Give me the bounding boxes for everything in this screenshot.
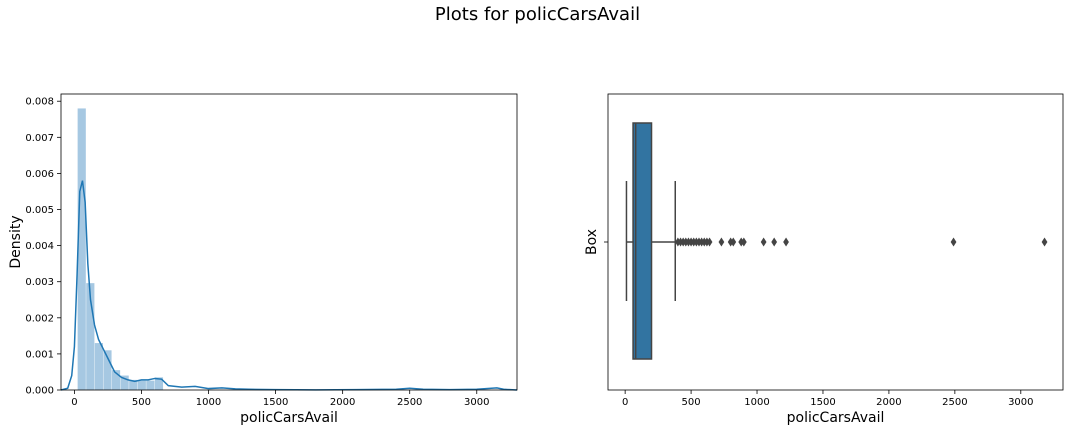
x-tick-label: 500 (132, 397, 151, 408)
x-axis-label: policCarsAvail (240, 410, 338, 426)
y-tick-label: 0.006 (25, 169, 54, 180)
y-axis-label: Box (584, 229, 600, 255)
y-tick-label: 0.004 (25, 241, 54, 252)
outlier-point (783, 237, 789, 247)
x-axis-label: policCarsAvail (787, 410, 885, 426)
y-tick-label: 0.001 (25, 349, 54, 360)
outlier-point (706, 237, 713, 247)
outlier-point (740, 237, 747, 247)
outlier-point (760, 237, 767, 247)
x-tick-label: 2500 (942, 397, 967, 408)
outlier-point (771, 237, 778, 247)
histogram-bar (77, 108, 86, 390)
outlier-point (1041, 237, 1048, 247)
histogram-bar (120, 375, 129, 390)
boxplot-chart: 0 500 1000 1500 2000 2500 3000 policCarsAvail Bo… (584, 93, 1064, 426)
x-tick-label: 2000 (330, 397, 355, 408)
histogram-bar (129, 379, 138, 390)
box-iqr (632, 122, 653, 360)
x-tick-label: 0 (622, 397, 628, 408)
histogram-bar (94, 343, 103, 390)
histogram-bar (111, 370, 121, 390)
y-tick-label: 0.008 (25, 97, 54, 108)
x-tick-label: 3000 (464, 397, 489, 408)
y-tick-label: 0.007 (25, 133, 54, 144)
x-tick-label: 2500 (397, 397, 422, 408)
y-tick-label: 0.002 (25, 313, 54, 324)
figure-title: Plots for policCarsAvail (434, 4, 641, 25)
histogram-bar (86, 283, 95, 390)
y-tick-label: 0.005 (25, 205, 54, 216)
histogram-bar (137, 380, 146, 390)
x-tick-label: 500 (682, 397, 701, 408)
x-tick-label: 1000 (744, 397, 769, 408)
histogram-bar (154, 377, 164, 390)
kde-line (60, 180, 518, 391)
x-tick-label: 3000 (1008, 397, 1033, 408)
histogram-chart: 0 500 1000 1500 2000 2500 3000 0.000 0.001 0.002 0… (8, 93, 518, 426)
y-tick-label: 0.000 (25, 386, 54, 397)
x-tick-label: 1500 (810, 397, 835, 408)
x-tick-label: 1000 (196, 397, 221, 408)
outlier-point (718, 237, 725, 247)
outlier-point (730, 237, 737, 247)
histogram-axes-frame (60, 93, 518, 391)
y-tick-label: 0.003 (25, 277, 54, 288)
x-tick-label: 1500 (263, 397, 288, 408)
histogram-bar (146, 380, 155, 390)
histogram-bar (103, 350, 112, 390)
x-tick-label: 0 (71, 397, 77, 408)
outlier-point (950, 237, 957, 247)
y-axis-label: Density (8, 215, 24, 268)
x-tick-label: 2000 (876, 397, 901, 408)
